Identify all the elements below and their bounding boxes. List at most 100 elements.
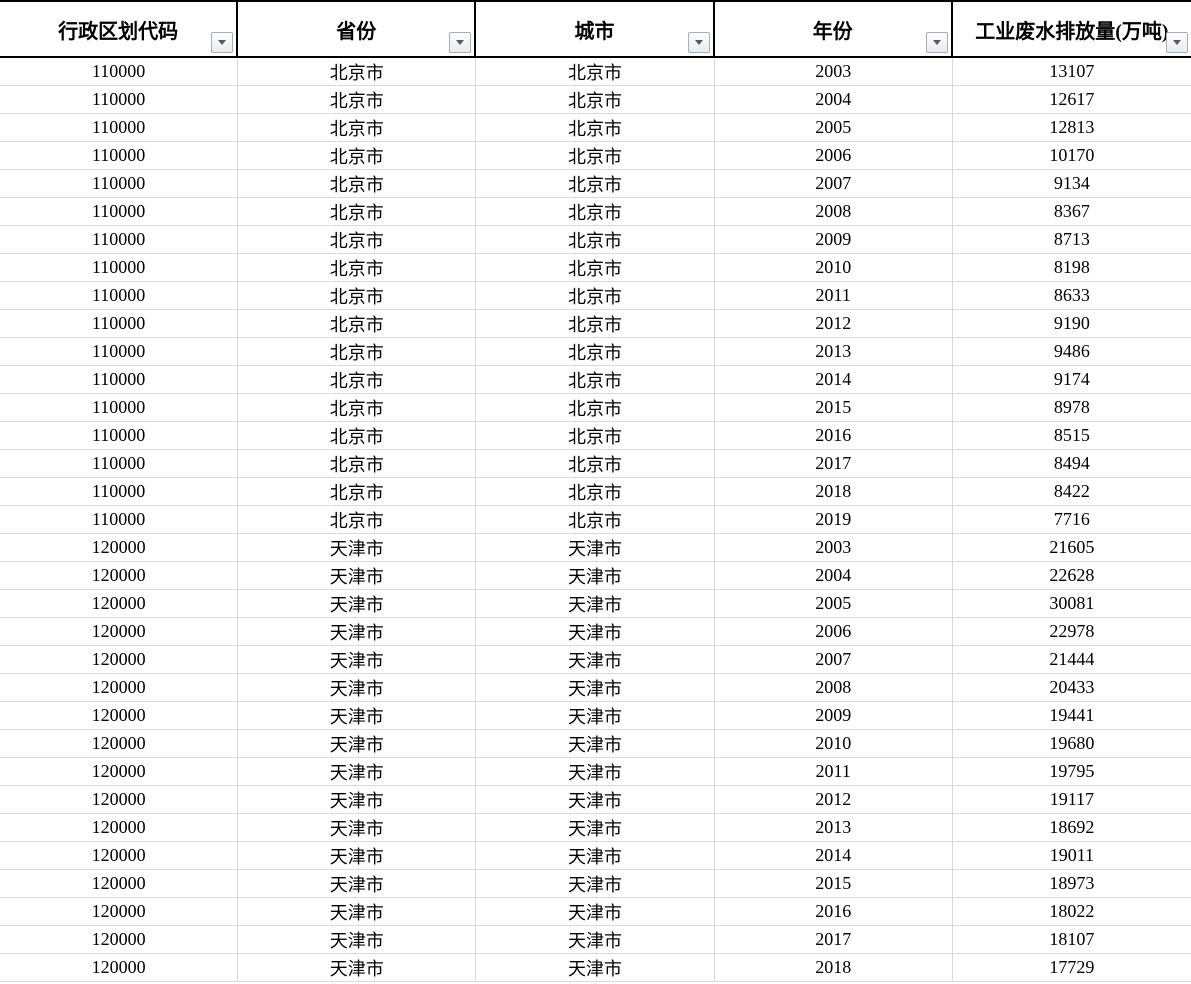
cell-value[interactable]: 13107	[952, 58, 1191, 86]
cell-province[interactable]: 北京市	[238, 310, 477, 338]
cell-province[interactable]: 北京市	[238, 366, 477, 394]
cell-value[interactable]: 19441	[952, 702, 1191, 730]
cell-city[interactable]: 天津市	[476, 562, 715, 590]
cell-city[interactable]: 天津市	[476, 590, 715, 618]
cell-year[interactable]: 2005	[714, 590, 953, 618]
cell-value[interactable]: 22628	[952, 562, 1191, 590]
cell-province[interactable]: 天津市	[238, 786, 477, 814]
cell-province[interactable]: 天津市	[238, 702, 477, 730]
cell-code[interactable]: 120000	[0, 534, 239, 562]
cell-year[interactable]: 2012	[714, 310, 953, 338]
cell-value[interactable]: 18692	[952, 814, 1191, 842]
cell-code[interactable]: 110000	[0, 338, 239, 366]
cell-value[interactable]: 19117	[952, 786, 1191, 814]
cell-city[interactable]: 天津市	[476, 786, 715, 814]
cell-value[interactable]: 21605	[952, 534, 1191, 562]
cell-province[interactable]: 北京市	[238, 198, 477, 226]
cell-code[interactable]: 120000	[0, 758, 239, 786]
cell-code[interactable]: 120000	[0, 590, 239, 618]
cell-province[interactable]: 天津市	[238, 534, 477, 562]
cell-value[interactable]: 8515	[952, 422, 1191, 450]
cell-year[interactable]: 2012	[714, 786, 953, 814]
cell-province[interactable]: 天津市	[238, 758, 477, 786]
cell-city[interactable]: 北京市	[476, 142, 715, 170]
cell-value[interactable]: 9174	[952, 366, 1191, 394]
cell-year[interactable]: 2017	[714, 450, 953, 478]
cell-city[interactable]: 天津市	[476, 870, 715, 898]
cell-province[interactable]: 北京市	[238, 86, 477, 114]
cell-city[interactable]: 北京市	[476, 366, 715, 394]
cell-year[interactable]: 2009	[714, 226, 953, 254]
cell-year[interactable]: 2011	[714, 758, 953, 786]
cell-code[interactable]: 110000	[0, 450, 239, 478]
cell-code[interactable]: 120000	[0, 702, 239, 730]
cell-code[interactable]: 110000	[0, 198, 239, 226]
cell-year[interactable]: 2011	[714, 282, 953, 310]
cell-value[interactable]: 8367	[952, 198, 1191, 226]
cell-city[interactable]: 天津市	[476, 814, 715, 842]
cell-city[interactable]: 天津市	[476, 534, 715, 562]
cell-value[interactable]: 17729	[952, 954, 1191, 982]
cell-year[interactable]: 2007	[714, 646, 953, 674]
cell-city[interactable]: 天津市	[476, 926, 715, 954]
cell-province[interactable]: 北京市	[238, 170, 477, 198]
cell-code[interactable]: 120000	[0, 926, 239, 954]
cell-province[interactable]: 天津市	[238, 590, 477, 618]
cell-province[interactable]: 天津市	[238, 954, 477, 982]
cell-year[interactable]: 2016	[714, 898, 953, 926]
cell-year[interactable]: 2016	[714, 422, 953, 450]
cell-value[interactable]: 21444	[952, 646, 1191, 674]
cell-code[interactable]: 110000	[0, 142, 239, 170]
cell-year[interactable]: 2009	[714, 702, 953, 730]
cell-city[interactable]: 北京市	[476, 394, 715, 422]
cell-year[interactable]: 2004	[714, 86, 953, 114]
cell-year[interactable]: 2014	[714, 842, 953, 870]
cell-year[interactable]: 2006	[714, 142, 953, 170]
cell-code[interactable]: 120000	[0, 870, 239, 898]
cell-value[interactable]: 19795	[952, 758, 1191, 786]
cell-code[interactable]: 110000	[0, 366, 239, 394]
cell-code[interactable]: 110000	[0, 394, 239, 422]
cell-city[interactable]: 天津市	[476, 842, 715, 870]
filter-dropdown-button-city[interactable]	[687, 32, 710, 53]
cell-city[interactable]: 北京市	[476, 422, 715, 450]
cell-code[interactable]: 110000	[0, 282, 239, 310]
cell-year[interactable]: 2013	[714, 814, 953, 842]
cell-value[interactable]: 8494	[952, 450, 1191, 478]
cell-province[interactable]: 天津市	[238, 646, 477, 674]
cell-province[interactable]: 北京市	[238, 226, 477, 254]
cell-year[interactable]: 2015	[714, 394, 953, 422]
cell-value[interactable]: 12813	[952, 114, 1191, 142]
cell-code[interactable]: 110000	[0, 254, 239, 282]
cell-city[interactable]: 北京市	[476, 58, 715, 86]
cell-city[interactable]: 天津市	[476, 618, 715, 646]
cell-province[interactable]: 北京市	[238, 478, 477, 506]
cell-province[interactable]: 天津市	[238, 870, 477, 898]
cell-province[interactable]: 天津市	[238, 618, 477, 646]
cell-province[interactable]: 北京市	[238, 58, 477, 86]
cell-code[interactable]: 120000	[0, 786, 239, 814]
cell-province[interactable]: 北京市	[238, 142, 477, 170]
cell-province[interactable]: 北京市	[238, 506, 477, 534]
cell-city[interactable]: 天津市	[476, 898, 715, 926]
cell-province[interactable]: 北京市	[238, 254, 477, 282]
filter-dropdown-button-code[interactable]	[211, 32, 234, 53]
cell-code[interactable]: 120000	[0, 954, 239, 982]
cell-province[interactable]: 天津市	[238, 674, 477, 702]
cell-city[interactable]: 北京市	[476, 478, 715, 506]
cell-value[interactable]: 18973	[952, 870, 1191, 898]
cell-city[interactable]: 北京市	[476, 198, 715, 226]
cell-province[interactable]: 天津市	[238, 898, 477, 926]
cell-year[interactable]: 2004	[714, 562, 953, 590]
cell-province[interactable]: 北京市	[238, 422, 477, 450]
cell-value[interactable]: 8198	[952, 254, 1191, 282]
cell-year[interactable]: 2010	[714, 254, 953, 282]
cell-province[interactable]: 天津市	[238, 562, 477, 590]
cell-code[interactable]: 110000	[0, 478, 239, 506]
cell-code[interactable]: 110000	[0, 310, 239, 338]
cell-city[interactable]: 天津市	[476, 702, 715, 730]
cell-value[interactable]: 22978	[952, 618, 1191, 646]
cell-code[interactable]: 120000	[0, 898, 239, 926]
cell-code[interactable]: 110000	[0, 170, 239, 198]
cell-value[interactable]: 8978	[952, 394, 1191, 422]
